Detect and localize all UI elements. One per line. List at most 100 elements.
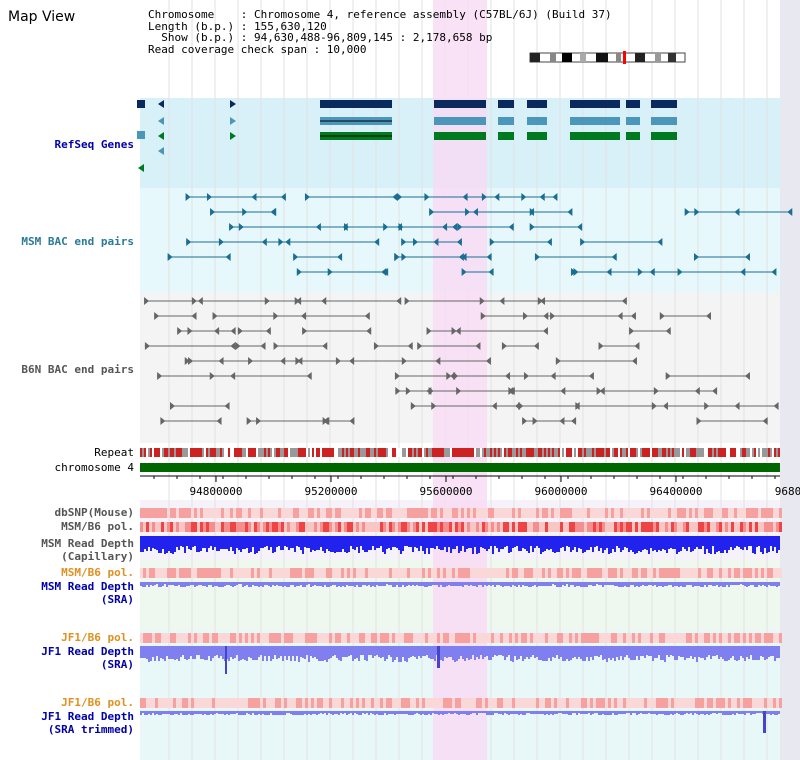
read-depth-bar bbox=[280, 536, 282, 550]
read-depth-bar bbox=[498, 582, 500, 585]
msm-bac-label[interactable]: MSM BAC end pairs bbox=[21, 235, 134, 248]
jf1-depth-trim-label[interactable]: JF1 Read Depth (SRA trimmed) bbox=[41, 710, 134, 736]
polymorphism-mark bbox=[197, 698, 200, 708]
bac-end bbox=[456, 238, 462, 246]
repeat-mark bbox=[654, 448, 656, 457]
read-depth-bar bbox=[208, 646, 210, 656]
read-depth-bar bbox=[430, 711, 432, 715]
polymorphism-mark bbox=[776, 698, 779, 708]
polymorphism-mark bbox=[668, 568, 671, 578]
polymorphism-mark bbox=[152, 522, 155, 532]
polymorphism-mark bbox=[680, 633, 683, 643]
read-depth-bar bbox=[712, 646, 714, 656]
polymorphism-mark bbox=[344, 698, 347, 708]
b6n-bac-label[interactable]: B6N BAC end pairs bbox=[21, 363, 134, 376]
bac-end bbox=[167, 253, 173, 261]
read-depth-bar bbox=[572, 582, 574, 585]
polymorphism-mark bbox=[392, 698, 395, 708]
repeat-mark bbox=[176, 448, 178, 457]
polymorphism-mark bbox=[176, 633, 179, 643]
bac-end bbox=[461, 268, 467, 276]
read-depth-bar bbox=[484, 646, 486, 657]
polymorphism-mark bbox=[437, 633, 440, 643]
read-depth-bar bbox=[504, 711, 506, 713]
msm-depth-capillary-label[interactable]: MSM Read Depth (Capillary) bbox=[41, 537, 134, 563]
jf1-b6-pol-trim-label[interactable]: JF1/B6 pol. bbox=[61, 696, 134, 709]
read-depth-bar bbox=[296, 711, 298, 715]
polymorphism-mark bbox=[161, 508, 164, 518]
polymorphism-mark bbox=[557, 568, 560, 578]
polymorphism-mark bbox=[638, 633, 641, 643]
read-depth-bar bbox=[630, 536, 632, 550]
read-depth-bar bbox=[634, 711, 636, 713]
repeat-mark bbox=[576, 448, 578, 457]
read-depth-bar bbox=[210, 536, 212, 546]
read-depth-bar bbox=[330, 536, 332, 552]
bac-end bbox=[657, 238, 663, 246]
polymorphism-mark bbox=[410, 698, 413, 708]
repeat-mark bbox=[676, 448, 678, 457]
read-depth-bar bbox=[622, 536, 624, 550]
bac-end bbox=[417, 342, 423, 350]
polymorphism-mark bbox=[689, 568, 692, 578]
read-depth-bar bbox=[158, 711, 160, 715]
read-depth-bar bbox=[630, 582, 632, 585]
msm-depth-sra-label[interactable]: MSM Read Depth (SRA) bbox=[41, 580, 134, 606]
polymorphism-mark bbox=[296, 568, 299, 578]
bac-end bbox=[188, 357, 194, 365]
polymorphism-mark bbox=[257, 508, 260, 518]
read-depth-bar bbox=[646, 711, 648, 714]
bac-end bbox=[404, 297, 410, 305]
polymorphism-mark bbox=[239, 633, 242, 643]
msm-b6-pol-sra-label[interactable]: MSM/B6 pol. bbox=[61, 566, 134, 579]
read-depth-bar bbox=[538, 582, 540, 586]
read-depth-bar bbox=[528, 582, 530, 587]
read-depth-bar bbox=[212, 536, 214, 550]
read-depth-bar bbox=[768, 582, 770, 585]
repeat-mark bbox=[448, 448, 450, 457]
dbsnp-label[interactable]: dbSNP(Mouse) bbox=[54, 506, 134, 519]
repeat-mark bbox=[216, 448, 218, 457]
msm-b6-pol-label[interactable]: MSM/B6 pol. bbox=[61, 520, 134, 533]
repeat-mark bbox=[306, 448, 308, 457]
polymorphism-mark bbox=[701, 698, 704, 708]
polymorphism-mark bbox=[263, 633, 266, 643]
read-depth-bar bbox=[354, 646, 356, 659]
read-depth-bar bbox=[706, 646, 708, 657]
polymorphism-mark bbox=[470, 508, 473, 518]
bac-end bbox=[465, 208, 471, 216]
polymorphism-mark bbox=[233, 522, 236, 532]
polymorphism-mark bbox=[731, 698, 734, 708]
polymorphism-mark bbox=[734, 508, 737, 518]
polymorphism-mark bbox=[302, 633, 305, 643]
repeat-mark bbox=[198, 448, 200, 457]
read-depth-bar bbox=[690, 646, 692, 656]
bac-end bbox=[734, 402, 740, 410]
read-depth-bar bbox=[384, 646, 386, 661]
jf1-depth-sra-label[interactable]: JF1 Read Depth (SRA) bbox=[41, 645, 134, 671]
read-depth-bar bbox=[236, 582, 238, 585]
read-depth-bar bbox=[366, 646, 368, 661]
polymorphism-mark bbox=[194, 568, 197, 578]
polymorphism-mark bbox=[350, 522, 353, 532]
read-depth-bar bbox=[774, 582, 776, 586]
read-depth-bar bbox=[570, 536, 572, 552]
polymorphism-mark bbox=[674, 568, 677, 578]
polymorphism-mark bbox=[770, 508, 773, 518]
repeat-mark bbox=[298, 448, 300, 457]
refseq-genes-label[interactable]: RefSeq Genes bbox=[54, 138, 134, 151]
polymorphism-mark bbox=[377, 568, 380, 578]
read-depth-bar bbox=[712, 582, 714, 586]
read-depth-bar bbox=[428, 711, 430, 714]
read-depth-bar bbox=[300, 536, 302, 550]
jf1-b6-pol-label[interactable]: JF1/B6 pol. bbox=[61, 631, 134, 644]
bac-end bbox=[216, 417, 222, 425]
read-depth-bar bbox=[246, 536, 248, 548]
polymorphism-mark bbox=[260, 568, 263, 578]
polymorphism-mark bbox=[440, 698, 443, 708]
repeat-mark bbox=[768, 448, 770, 457]
read-depth-bar bbox=[404, 646, 406, 661]
read-depth-bar bbox=[294, 711, 296, 715]
polymorphism-mark bbox=[200, 633, 203, 643]
read-depth-bar bbox=[674, 536, 676, 549]
